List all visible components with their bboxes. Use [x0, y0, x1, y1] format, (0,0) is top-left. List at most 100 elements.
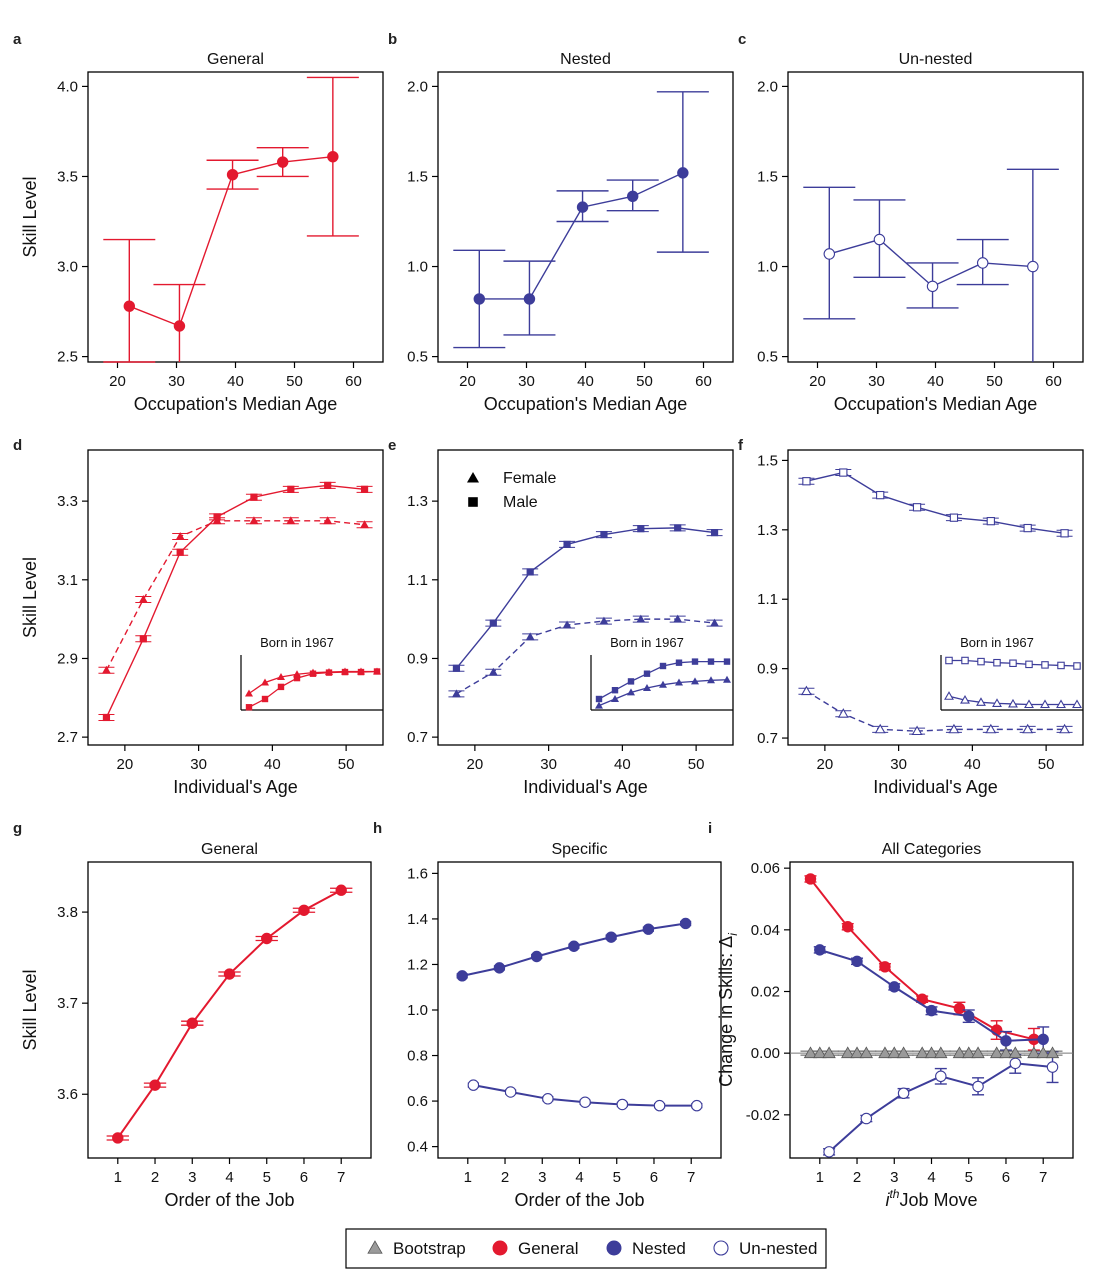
- x-tick-label: 3: [538, 1169, 546, 1186]
- series-line: [105, 484, 365, 718]
- data-point: [456, 970, 468, 982]
- data-point: [324, 481, 332, 489]
- x-tick-label: 40: [614, 756, 631, 773]
- data-point: [1027, 260, 1039, 273]
- data-point: [948, 723, 960, 734]
- plot-frame: [87, 861, 372, 1159]
- inset: Born in 1967: [590, 635, 733, 711]
- y-tick-label: 3.0: [57, 259, 78, 276]
- inset-point: [643, 684, 651, 691]
- inset-point: [675, 659, 683, 666]
- x-tick-label: 30: [190, 756, 207, 773]
- data-point: [911, 725, 923, 736]
- data-point: [953, 1002, 966, 1015]
- series-line: [809, 878, 1035, 1041]
- series-general: [106, 884, 353, 1144]
- panel-letter: f: [738, 437, 744, 454]
- data-point: [897, 1087, 910, 1100]
- inset-point: [961, 656, 969, 665]
- x-tick-label: 50: [1038, 756, 1055, 773]
- inset-point: [595, 701, 603, 709]
- data-point: [523, 293, 536, 305]
- data-point: [802, 477, 811, 486]
- inset-point: [1040, 699, 1050, 709]
- series-line: [105, 520, 365, 671]
- panel-title: Un-nested: [899, 51, 973, 68]
- data-point: [873, 233, 886, 246]
- series-male: [448, 524, 723, 672]
- x-axis-label-text: Job Move: [899, 1190, 977, 1210]
- panel-letter: b: [388, 31, 397, 48]
- data-point: [360, 485, 369, 493]
- data-point: [563, 540, 571, 548]
- inset-point: [277, 673, 285, 680]
- series-male: [98, 481, 373, 722]
- data-point: [653, 1099, 666, 1112]
- data-point: [616, 1098, 629, 1111]
- x-tick-label: 60: [345, 373, 362, 390]
- inset-point: [1025, 660, 1033, 669]
- data-point: [542, 1093, 554, 1105]
- y-tick-label: 3.7: [57, 995, 78, 1012]
- series-general: [804, 873, 1040, 1051]
- data-point: [123, 300, 136, 312]
- data-point: [800, 685, 812, 696]
- x-tick-label: 20: [809, 373, 826, 390]
- series-male: [798, 468, 1073, 538]
- data-point: [1060, 529, 1069, 538]
- inset-point: [707, 676, 715, 684]
- x-axis-label: Order of the Job: [514, 1190, 644, 1210]
- plot-frame: [437, 71, 734, 363]
- x-tick-label: 3: [890, 1169, 898, 1186]
- panel-title: General: [207, 51, 264, 68]
- data-point: [138, 594, 148, 603]
- x-tick-label: 60: [1045, 373, 1062, 390]
- panel-h: h Specific 1 2 3 4 5 6 7 0.4 0.6 0.8 1.0 1.2 1.4 1.6 Ord…: [373, 820, 722, 1210]
- data-point: [912, 503, 922, 512]
- inset-point: [976, 697, 986, 706]
- y-tick-label: 1.5: [757, 452, 778, 469]
- panel-g: g General 1 2 3 4 5 6 7 3.6 3.7 3.8 Order of the Job…: [13, 820, 372, 1210]
- panel-title: All Categories: [882, 841, 982, 858]
- y-tick-label: 1.3: [407, 493, 428, 510]
- data-point: [822, 1046, 836, 1059]
- plot-frame: [787, 449, 1084, 746]
- data-point: [327, 150, 339, 163]
- data-point: [839, 468, 848, 477]
- panel-title: Specific: [551, 841, 607, 858]
- data-point: [888, 981, 900, 993]
- y-tick-label: 3.8: [57, 904, 78, 921]
- data-point: [878, 1046, 892, 1059]
- y-tick-label: 0.7: [407, 729, 428, 746]
- inset-point: [357, 667, 365, 675]
- data-point: [627, 190, 639, 202]
- series-line: [806, 690, 1065, 732]
- series-un-nested: [803, 168, 1059, 362]
- panel-letter: i: [708, 820, 712, 837]
- x-tick-label: 50: [986, 373, 1003, 390]
- data-point: [286, 516, 296, 525]
- x-tick-label: 60: [695, 373, 712, 390]
- series-bootstrap: [800, 1046, 1063, 1059]
- series-female: [98, 516, 373, 674]
- x-tick-label: 5: [965, 1169, 973, 1186]
- legend-label-bootstrap: Bootstrap: [393, 1239, 466, 1258]
- data-point: [568, 940, 580, 952]
- y-axis-label-text: Skill Level: [20, 557, 40, 638]
- data-point: [226, 168, 239, 181]
- inset-point: [245, 689, 253, 697]
- data-point: [986, 516, 995, 526]
- inset-point: [1072, 699, 1082, 709]
- y-tick-label: 0.4: [407, 1139, 428, 1156]
- data-point: [335, 884, 347, 896]
- x-tick-label: 1: [114, 1169, 122, 1186]
- inset-point: [627, 678, 635, 685]
- y-tick-label: 0.5: [757, 349, 778, 366]
- inset-point: [723, 675, 731, 683]
- x-tick-label: 1: [816, 1169, 824, 1186]
- y-tick-label: 0.04: [751, 922, 780, 939]
- y-axis-label: Change in Skills: Δi: [716, 933, 740, 1087]
- legend-marker: [467, 472, 479, 483]
- data-point: [287, 485, 295, 493]
